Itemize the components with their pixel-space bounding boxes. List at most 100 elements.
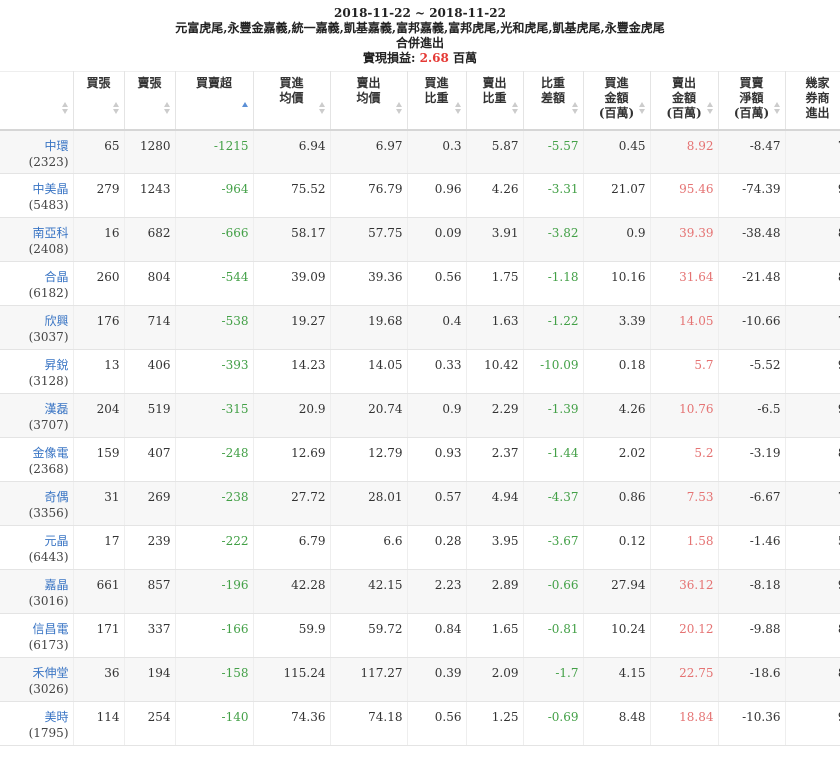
stock-link[interactable]: 嘉晶 [44, 578, 69, 592]
trades-table: 買張 賣張 買賣超 買進 均價 賣出 均價 買進 比重 賣出 比重 比重 差額 買進 金額 (百萬) 賣出 金額(… [0, 71, 840, 746]
sort-asc-icon[interactable] [241, 102, 249, 114]
sort-icon[interactable] [773, 102, 781, 114]
cell-sell-amount: 7.53 [650, 481, 719, 526]
cell-sell-avg-price: 20.74 [330, 393, 408, 438]
stock-link[interactable]: 禾伸堂 [32, 666, 69, 680]
stock-link[interactable]: 元晶 [44, 534, 69, 548]
cell-sell-lots: 519 [124, 393, 176, 438]
stock-code: (3707) [28, 418, 69, 432]
cell-buy-weight: 0.28 [407, 525, 467, 570]
sort-icon[interactable] [61, 102, 69, 114]
cell-stock: 信昌電 (6173) [0, 613, 74, 658]
column-header-sell-weight[interactable]: 賣出 比重 [466, 71, 524, 131]
cell-stock: 中環 (2323) [0, 129, 74, 174]
column-header-weight-diff[interactable]: 比重 差額 [523, 71, 584, 131]
cell-buy-avg-price: 58.17 [253, 217, 331, 262]
sort-icon[interactable] [395, 102, 403, 114]
realized-pnl: 實現損益: 2.68 百萬 [0, 51, 840, 66]
column-header-sell-avg-price[interactable]: 賣出 均價 [330, 71, 408, 131]
cell-net-amount: -38.48 [718, 217, 786, 262]
table-row: 中環 (2323) 65 1280 -1215 6.94 6.97 0.3 5.87 -5.57 0… [0, 129, 840, 174]
column-header-broker-count[interactable]: 幾家 券商 進出 [785, 71, 840, 131]
sort-icon[interactable] [112, 102, 120, 114]
cell-buy-lots: 279 [73, 173, 125, 218]
stock-code: (6182) [28, 286, 69, 300]
cell-buy-avg-price: 6.94 [253, 129, 331, 174]
cell-broker-count: 9 [785, 701, 840, 746]
cell-weight-diff: -3.31 [523, 173, 584, 218]
cell-stock: 昇銳 (3128) [0, 349, 74, 394]
cell-buy-lots: 31 [73, 481, 125, 526]
stock-link[interactable]: 金像電 [32, 446, 69, 460]
cell-buy-weight: 0.09 [407, 217, 467, 262]
cell-buy-avg-price: 14.23 [253, 349, 331, 394]
stock-link[interactable]: 美時 [44, 710, 69, 724]
report-header: 2018-11-22 ~ 2018-11-22 元富虎尾,永豐金嘉義,統一嘉義,… [0, 0, 840, 71]
cell-sell-lots: 804 [124, 261, 176, 306]
cell-sell-weight: 1.75 [466, 261, 524, 306]
cell-buy-amount: 0.45 [583, 129, 651, 174]
cell-stock: 合晶 (6182) [0, 261, 74, 306]
cell-buy-amount: 0.86 [583, 481, 651, 526]
sort-icon[interactable] [454, 102, 462, 114]
stock-link[interactable]: 昇銳 [44, 358, 69, 372]
stock-link[interactable]: 合晶 [44, 270, 69, 284]
sort-icon[interactable] [638, 102, 646, 114]
cell-sell-amount: 18.84 [650, 701, 719, 746]
cell-buy-weight: 0.96 [407, 173, 467, 218]
column-header-stock[interactable] [0, 71, 74, 131]
sort-icon[interactable] [511, 102, 519, 114]
column-header-buy-weight[interactable]: 買進 比重 [407, 71, 467, 131]
column-header-sell-lots[interactable]: 賣張 [124, 71, 176, 131]
stock-link[interactable]: 信昌電 [32, 622, 69, 636]
sort-icon[interactable] [571, 102, 579, 114]
cell-sell-avg-price: 28.01 [330, 481, 408, 526]
cell-buy-lots: 176 [73, 305, 125, 350]
cell-broker-count: 5 [785, 525, 840, 570]
cell-stock: 欣興 (3037) [0, 305, 74, 350]
cell-broker-count: 7 [785, 481, 840, 526]
cell-stock: 南亞科 (2408) [0, 217, 74, 262]
cell-net-lots: -166 [175, 613, 254, 658]
column-header-sell-amount[interactable]: 賣出 金額 (百萬) [650, 71, 719, 131]
table-row: 昇銳 (3128) 13 406 -393 14.23 14.05 0.33 10.42 -10.… [0, 349, 840, 394]
stock-link[interactable]: 漢磊 [44, 402, 69, 416]
column-header-label: 買張 [86, 76, 111, 90]
column-header-buy-amount[interactable]: 買進 金額 (百萬) [583, 71, 651, 131]
column-header-net-amount[interactable]: 買賣 淨額 (百萬) [718, 71, 786, 131]
cell-sell-lots: 1280 [124, 129, 176, 174]
cell-buy-amount: 0.18 [583, 349, 651, 394]
cell-sell-amount: 10.76 [650, 393, 719, 438]
stock-link[interactable]: 欣興 [44, 314, 69, 328]
cell-net-amount: -8.18 [718, 569, 786, 614]
stock-link[interactable]: 中環 [44, 138, 69, 153]
stock-link[interactable]: 南亞科 [32, 226, 69, 240]
cell-broker-count: 7 [785, 305, 840, 350]
cell-net-amount: -3.19 [718, 437, 786, 482]
cell-sell-avg-price: 59.72 [330, 613, 408, 658]
cell-buy-weight: 0.4 [407, 305, 467, 350]
cell-weight-diff: -1.18 [523, 261, 584, 306]
cell-net-lots: -222 [175, 525, 254, 570]
column-header-buy-avg-price[interactable]: 買進 均價 [253, 71, 331, 131]
cell-net-lots: -1215 [175, 129, 254, 174]
table-row: 欣興 (3037) 176 714 -538 19.27 19.68 0.4 1.63 -1.22… [0, 305, 840, 350]
sort-icon[interactable] [706, 102, 714, 114]
column-header-label: 買進 均價 [279, 76, 304, 105]
sort-icon[interactable] [163, 102, 171, 114]
table-row: 嘉晶 (3016) 661 857 -196 42.28 42.15 2.23 2.89 -0.6… [0, 569, 840, 614]
sort-icon[interactable] [318, 102, 326, 114]
cell-sell-weight: 3.95 [466, 525, 524, 570]
column-header-net-lots[interactable]: 買賣超 [175, 71, 254, 131]
cell-net-amount: -1.46 [718, 525, 786, 570]
table-body: 中環 (2323) 65 1280 -1215 6.94 6.97 0.3 5.87 -5.57 0… [0, 129, 840, 746]
cell-sell-lots: 407 [124, 437, 176, 482]
pnl-unit: 百萬 [448, 51, 478, 65]
cell-net-amount: -9.88 [718, 613, 786, 658]
cell-sell-amount: 20.12 [650, 613, 719, 658]
stock-link[interactable]: 奇偶 [44, 490, 69, 504]
column-header-buy-lots[interactable]: 買張 [73, 71, 125, 131]
cell-sell-lots: 254 [124, 701, 176, 746]
stock-link[interactable]: 中美晶 [32, 182, 69, 196]
cell-net-amount: -18.6 [718, 657, 786, 702]
